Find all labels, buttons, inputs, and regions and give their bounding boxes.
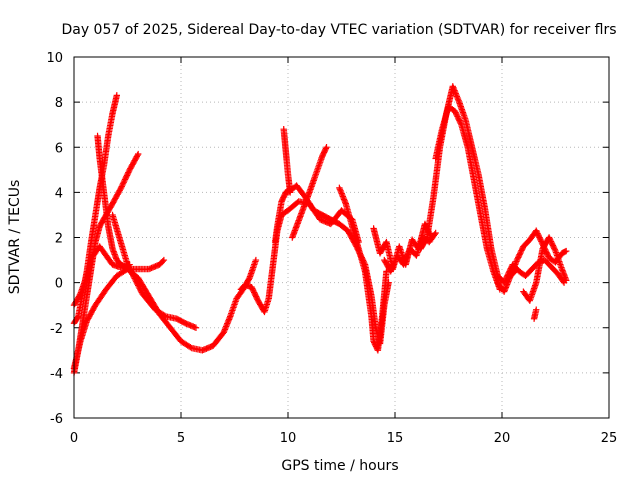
data-point [125, 169, 132, 176]
data-point [121, 177, 128, 185]
data-point [137, 286, 144, 293]
data-point [130, 273, 138, 281]
data-point [245, 276, 252, 283]
x-tick-label: 20 [494, 431, 511, 446]
y-axis-label: SDTVAR / TECUs [7, 180, 23, 295]
data-point [135, 150, 142, 158]
plot-frame [73, 56, 610, 419]
data-point [136, 285, 143, 292]
series-arc-10 [284, 182, 392, 347]
series-arc-6 [109, 211, 200, 331]
data-point [323, 144, 330, 151]
series-arc-3 [70, 243, 168, 309]
data-point [187, 344, 194, 351]
data-point [123, 173, 130, 180]
data-point [137, 287, 145, 295]
data-point [551, 246, 559, 253]
data-point [127, 268, 135, 275]
data-point [423, 235, 430, 242]
tick-labels: 0 5 10 15 20 25 -6 -4 -2 0 2 4 6 8 10 [46, 51, 617, 446]
series-arc-14 [370, 220, 435, 273]
series-arc-19 [520, 234, 570, 304]
data-point [252, 256, 260, 264]
data-point [117, 184, 125, 192]
y-tick-label: -2 [50, 322, 63, 337]
y-tick-label: 0 [55, 277, 63, 292]
series-arc-15 [417, 83, 521, 286]
data-point [134, 152, 141, 159]
data-point [132, 276, 139, 284]
data-point [129, 271, 136, 278]
y-tick-label: 10 [46, 51, 63, 66]
data-point [432, 229, 439, 237]
series-arc-11 [289, 144, 330, 241]
data-point [128, 269, 135, 277]
data-point [124, 170, 131, 178]
x-axis-label: GPS time / hours [281, 458, 398, 474]
data-point [563, 247, 570, 255]
data-point [457, 120, 464, 127]
y-tick-label: 2 [55, 232, 63, 247]
data-point [135, 283, 143, 291]
data-point [125, 262, 132, 270]
data-point [122, 174, 129, 182]
data-point [123, 172, 131, 179]
data-point [533, 306, 540, 313]
data-point [131, 275, 138, 282]
series-arc-20 [530, 306, 540, 322]
data-point [132, 278, 140, 285]
data-point [322, 145, 330, 152]
x-tick-label: 15 [387, 431, 404, 446]
data-point [113, 92, 120, 99]
y-tick-label: 4 [55, 186, 63, 201]
data-point [192, 324, 200, 331]
data-point [127, 266, 134, 274]
y-tick-label: 6 [55, 141, 63, 156]
data-point [121, 176, 129, 183]
y-tick-label: -4 [50, 367, 63, 382]
series-arc-9 [280, 126, 294, 196]
data-point [130, 272, 137, 279]
data-point [160, 256, 168, 264]
data-point [125, 264, 133, 271]
data-point [563, 277, 570, 284]
data-point [119, 181, 126, 189]
data-point [159, 257, 167, 265]
chart-title: Day 057 of 2025, Sidereal Day-to-day VTE… [61, 22, 616, 38]
data-points [70, 83, 570, 377]
data-point [126, 265, 133, 272]
data-point [76, 291, 83, 299]
x-tick-label: 25 [601, 431, 618, 446]
data-point [118, 183, 125, 190]
data-point [120, 179, 127, 186]
x-tick-label: 5 [177, 431, 185, 446]
series-arc-1 [70, 92, 120, 327]
gridlines [74, 57, 609, 418]
series-arc-4 [94, 132, 133, 271]
y-tick-label: 8 [55, 96, 63, 111]
x-tick-label: 0 [70, 431, 78, 446]
data-point [133, 279, 140, 286]
data-point [124, 261, 131, 268]
data-point [119, 180, 127, 187]
data-point [134, 280, 141, 288]
data-point [135, 282, 142, 289]
series-arc-12 [336, 184, 390, 354]
series-arc-8 [271, 186, 292, 246]
y-tick-label: -6 [50, 412, 63, 427]
data-point [161, 312, 168, 319]
x-tick-label: 10 [280, 431, 297, 446]
